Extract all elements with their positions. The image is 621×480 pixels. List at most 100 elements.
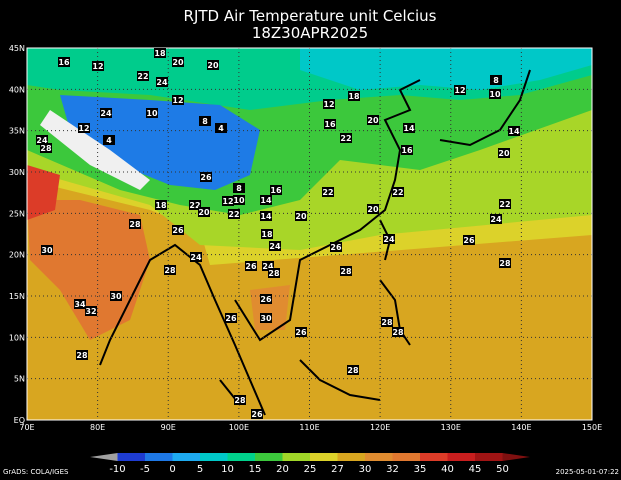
contour-label: 26 (463, 236, 475, 245)
contour-label: 24 (269, 242, 281, 251)
contour-label-box (245, 261, 257, 271)
lon-label: 130E (441, 423, 461, 432)
title: RJTD Air Temperature unit Celcius (184, 7, 437, 25)
contour-label: 18 (154, 49, 166, 58)
subtitle: 18Z30APR2025 (252, 24, 368, 42)
contour-label: 8 (493, 76, 499, 85)
contour-label-box (228, 209, 240, 219)
contour-label-box (199, 116, 211, 126)
contour-label-box (234, 395, 246, 405)
contour-label: 24 (156, 78, 168, 87)
contour-label-box (295, 211, 307, 221)
colorbar-label: -10 (109, 464, 125, 475)
contour-label: 12 (92, 62, 103, 71)
lat-label: EQ (14, 416, 25, 425)
contour-label: 20 (498, 149, 510, 158)
contour-label-box (58, 57, 70, 67)
contour-label-box (36, 135, 48, 145)
contour-label-box (262, 261, 274, 271)
contour-label-box (392, 187, 404, 197)
contour-label-box (156, 77, 168, 87)
contour-label: 12 (78, 124, 89, 133)
contour-label-box (348, 91, 360, 101)
contour-label: 28 (347, 366, 359, 375)
contour-label-box (233, 195, 245, 205)
contour-label-box (490, 214, 502, 224)
lat-label: 20N (9, 251, 25, 260)
colorbar-label: 25 (304, 464, 317, 475)
contour-label-box (172, 57, 184, 67)
contour-label: 26 (260, 295, 272, 304)
contour-label: 20 (367, 116, 379, 125)
contour-label: 14 (403, 124, 415, 133)
contour-label-box (78, 123, 90, 133)
grid: EQ 5N 10N 15N 20N 25N 30N 35N 40N 45N 70E 80E 90E 100… (9, 44, 602, 432)
contour-label: 12 (454, 86, 465, 95)
colorbar-cell (475, 453, 503, 461)
colorbar-cell (420, 453, 448, 461)
contour-label: 28 (340, 267, 352, 276)
lat-label: 30N (9, 168, 25, 177)
colorbar-cell (337, 453, 365, 461)
contour-label: 18 (348, 92, 360, 101)
contour-label-box (92, 61, 104, 71)
contour-label: 16 (270, 186, 282, 195)
contour-label: 28 (392, 328, 404, 337)
contour-label: 22 (137, 72, 148, 81)
contour-label-box (154, 48, 166, 58)
contour-label-box (401, 145, 413, 155)
contour-label-box (499, 199, 511, 209)
contour-label-box (225, 313, 237, 323)
contour-label: 8 (202, 117, 208, 126)
lat-label: 15N (9, 292, 25, 301)
contour-label: 28 (499, 259, 511, 268)
contour-label: 22 (189, 201, 200, 210)
contour-label-box (381, 317, 393, 327)
colorbar-cell (365, 453, 393, 461)
contour-label: 28 (76, 351, 88, 360)
contour-label-box (146, 108, 158, 118)
contour-label: 10 (489, 90, 501, 99)
contour-label: 28 (381, 318, 393, 327)
colorbar-arrow (90, 453, 118, 461)
contour-label-box (269, 241, 281, 251)
contour-label: 28 (164, 266, 176, 275)
contour-label-box (198, 207, 210, 217)
contour-label-box (340, 266, 352, 276)
contour-label: 22 (228, 210, 239, 219)
contour-label: 24 (383, 235, 395, 244)
contour-label: 16 (58, 58, 70, 67)
colorbar-label: 10 (221, 464, 234, 475)
contour-label-box (200, 172, 212, 182)
lon-label: 70E (19, 423, 34, 432)
contour-label: 24 (190, 253, 202, 262)
colorbar-cell (117, 453, 145, 461)
contour-label: 24 (262, 262, 274, 271)
contour-label-box (270, 185, 282, 195)
lat-label: 45N (9, 44, 25, 53)
contour-label: 12 (172, 96, 183, 105)
contour-label: 30 (110, 292, 122, 301)
contour-label-box (392, 327, 404, 337)
contour-label: 26 (330, 243, 342, 252)
contour-label: 28 (268, 269, 280, 278)
contour-label-box (164, 265, 176, 275)
contour-label-box (330, 242, 342, 252)
colorbar-cell (255, 453, 283, 461)
contour-label: 4 (218, 124, 224, 133)
colorbar-cell (200, 453, 228, 461)
contour-label: 28 (129, 220, 141, 229)
contour-label-box (215, 123, 227, 133)
colorbar-label: 5 (197, 464, 203, 475)
contour-label: 18 (261, 230, 273, 239)
contour-label-box (110, 291, 122, 301)
contour-label: 10 (233, 196, 245, 205)
contour-label-box (103, 135, 115, 145)
contour-label-box (260, 294, 272, 304)
colorbar-arrow (502, 453, 530, 461)
contour-label-box (347, 365, 359, 375)
contour-label-box (367, 204, 379, 214)
contour-label: 22 (499, 200, 510, 209)
contour-label: 8 (236, 184, 242, 193)
